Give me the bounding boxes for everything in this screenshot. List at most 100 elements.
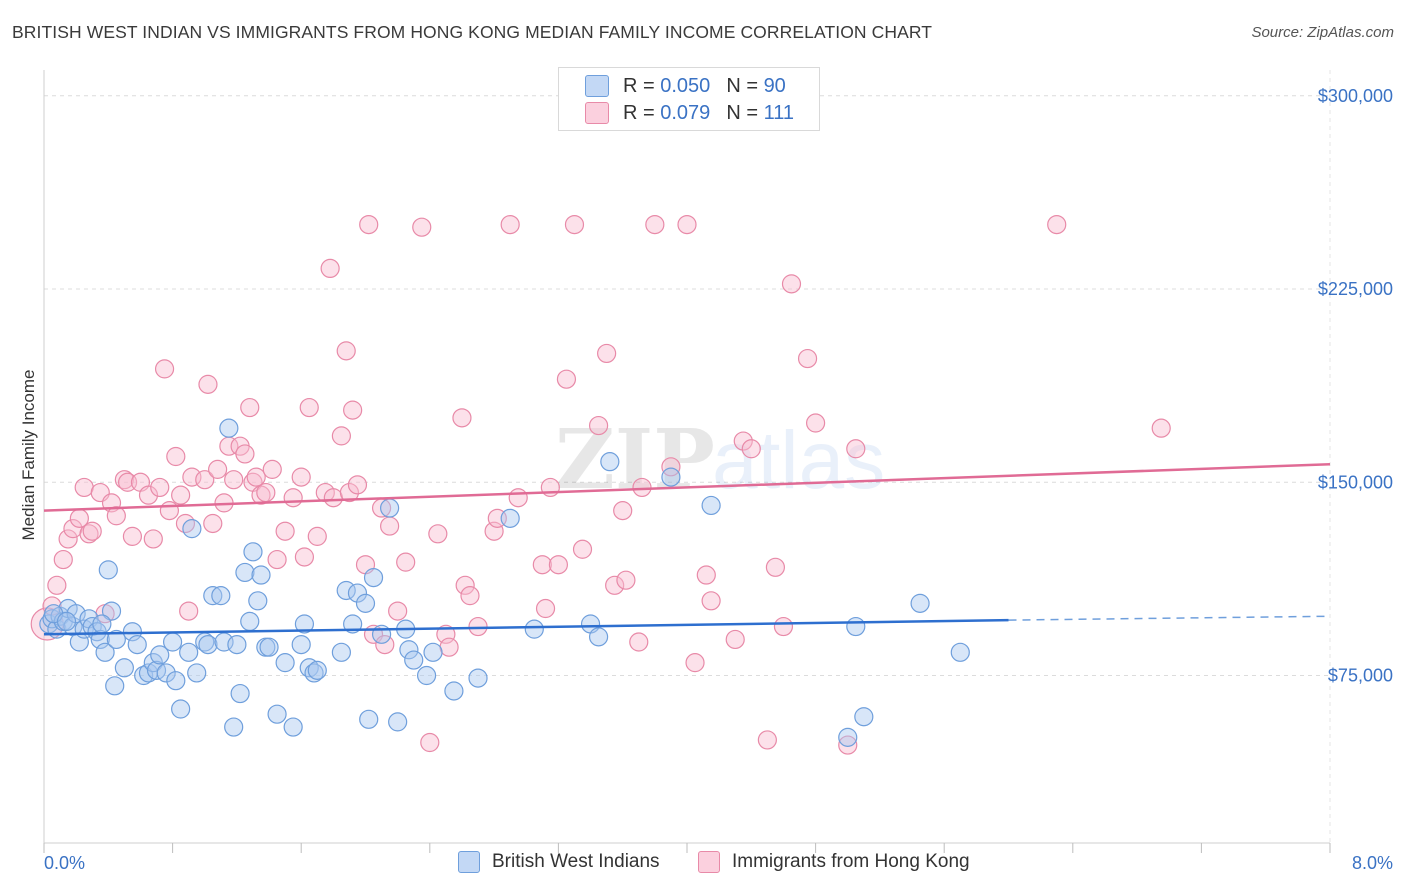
data-point <box>508 488 528 508</box>
data-point <box>556 369 577 389</box>
data-point <box>677 215 697 235</box>
data-point <box>101 601 122 621</box>
data-point <box>166 671 186 691</box>
data-point <box>171 699 191 719</box>
data-point <box>380 516 400 536</box>
y-tick-label: $300,000 <box>1318 86 1393 106</box>
data-point <box>291 634 311 655</box>
data-point <box>224 470 244 490</box>
data-point <box>203 513 223 534</box>
data-point <box>343 400 363 420</box>
data-point <box>275 653 295 673</box>
data-point <box>838 735 858 755</box>
data-point <box>632 477 652 498</box>
series-british-west-indian-points <box>39 418 970 747</box>
data-point <box>359 215 379 235</box>
data-point <box>701 495 721 516</box>
data-point <box>240 611 260 632</box>
data-point <box>138 485 159 505</box>
data-point <box>256 482 276 503</box>
data-point <box>380 498 400 518</box>
data-point <box>399 640 419 660</box>
data-point <box>347 475 368 495</box>
y-tick-label: $75,000 <box>1328 666 1393 686</box>
legend-label: Immigrants from Hong Kong <box>732 851 970 872</box>
data-point <box>331 426 351 446</box>
r-label: R = <box>623 74 655 97</box>
data-point <box>588 627 609 647</box>
data-point <box>548 555 569 575</box>
legend-swatch-blue <box>585 75 609 97</box>
data-point <box>307 526 327 546</box>
data-point <box>524 619 544 639</box>
data-point <box>765 557 786 577</box>
x-tick-label: 0.0% <box>44 853 85 873</box>
data-point <box>412 217 432 237</box>
data-point <box>163 632 183 652</box>
data-point <box>114 658 134 678</box>
data-point <box>696 565 716 585</box>
data-point <box>307 660 327 680</box>
data-point <box>182 519 202 539</box>
data-point <box>781 274 802 294</box>
data-point <box>423 642 443 662</box>
data-point <box>156 663 176 683</box>
data-point <box>198 634 218 655</box>
data-point <box>339 482 360 503</box>
data-point <box>171 485 191 505</box>
data-point <box>114 470 134 490</box>
watermark-atlas: atlas <box>712 415 885 506</box>
data-point <box>74 477 94 498</box>
data-point <box>106 629 126 650</box>
data-point <box>294 614 315 634</box>
data-point <box>56 611 77 632</box>
data-point <box>299 397 319 418</box>
data-point <box>347 583 368 603</box>
data-point <box>262 459 282 479</box>
data-point <box>629 632 649 652</box>
data-point <box>154 359 175 379</box>
data-point <box>179 601 199 621</box>
data-point <box>757 730 777 750</box>
data-point <box>616 570 636 590</box>
data-point <box>47 575 67 595</box>
data-point <box>725 629 745 650</box>
data-point <box>283 488 303 508</box>
data-point <box>468 616 488 637</box>
stats-row-blue: R = 0.050 N = 90 <box>585 74 786 98</box>
data-point <box>224 717 244 737</box>
data-point <box>588 415 609 436</box>
y-tick-labels: $75,000 $150,000 $225,000 $300,000 <box>1318 86 1393 686</box>
data-point <box>388 712 408 732</box>
data-point <box>846 439 866 459</box>
data-point <box>230 683 250 704</box>
stats-legend: R = 0.050 N = 90 R = 0.079 N = 111 <box>558 67 820 131</box>
data-point <box>838 727 858 747</box>
data-point <box>90 629 110 650</box>
data-point <box>275 521 295 541</box>
data-point <box>208 459 228 479</box>
data-point <box>455 575 475 595</box>
n-value: 90 <box>763 74 786 97</box>
data-point <box>105 676 125 696</box>
data-point <box>359 709 379 729</box>
data-point <box>267 549 287 570</box>
data-point <box>251 565 271 585</box>
data-point <box>79 524 99 544</box>
data-point <box>294 547 315 567</box>
data-point <box>95 642 115 662</box>
trend-line-pink <box>43 462 1331 512</box>
data-point <box>175 513 196 534</box>
data-point <box>950 642 970 662</box>
data-point <box>1151 418 1171 438</box>
data-point <box>235 444 255 464</box>
trend-lines <box>43 462 1331 636</box>
data-point <box>227 634 247 655</box>
data-point <box>248 591 268 611</box>
data-point <box>198 374 218 394</box>
n-label: N = <box>726 101 758 124</box>
data-point <box>240 397 260 418</box>
trend-line-blue-extension <box>1008 615 1331 621</box>
data-point <box>661 467 681 487</box>
